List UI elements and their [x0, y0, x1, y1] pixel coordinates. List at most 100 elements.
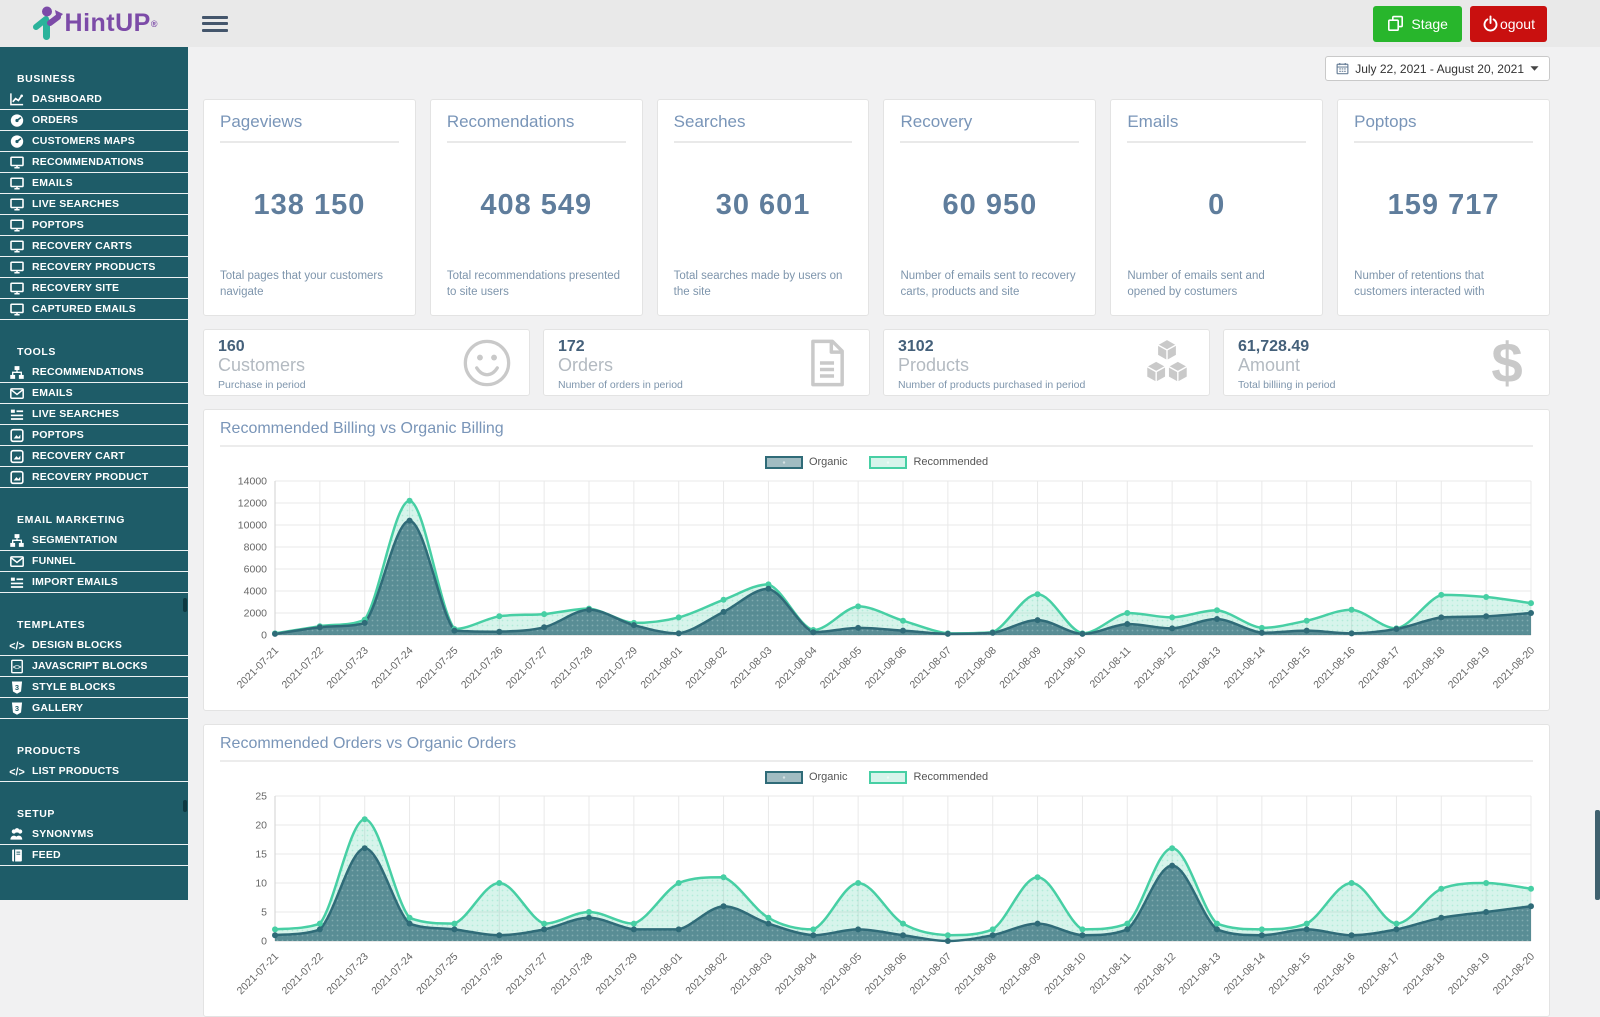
svg-text:2021-08-07: 2021-08-07	[908, 951, 955, 998]
sitemap-icon	[9, 533, 25, 548]
svg-text:2021-08-04: 2021-08-04	[773, 645, 820, 692]
stat-card-emails: Emails 0 Number of emails sent and opene…	[1110, 99, 1324, 316]
sidebar-item-javascript-blocks[interactable]: <> JAVASCRIPT BLOCKS	[0, 656, 188, 677]
sidebar-item-orders[interactable]: ORDERS	[0, 110, 188, 131]
sidebar-item-list-products[interactable]: </> LIST PRODUCTS	[0, 761, 188, 782]
sitemap-icon	[9, 365, 25, 380]
sidebar-item-label: RECOMMENDATIONS	[32, 156, 144, 168]
svg-text:2021-08-04: 2021-08-04	[773, 951, 820, 998]
document-icon	[801, 337, 853, 389]
calendar-icon	[1336, 62, 1349, 75]
sidebar-item-funnel[interactable]: FUNNEL	[0, 551, 188, 572]
svg-text:2021-07-21: 2021-07-21	[235, 645, 282, 692]
logo[interactable]: HintUP ®	[0, 0, 188, 47]
stat-card-recomendations: Recomendations 408 549 Total recommendat…	[429, 99, 643, 316]
legend-item-organic[interactable]: Organic	[764, 455, 847, 469]
sidebar-item-live-searches[interactable]: LIVE SEARCHES	[0, 404, 188, 425]
sidebar-item-segmentation[interactable]: SEGMENTATION	[0, 530, 188, 551]
sidebar-item-design-blocks[interactable]: </> DESIGN BLOCKS	[0, 635, 188, 656]
date-range-picker[interactable]: July 22, 2021 - August 20, 2021	[1325, 56, 1550, 81]
stat-card-title: Emails	[1127, 112, 1179, 131]
sidebar-scrollbar-nub[interactable]	[183, 800, 187, 812]
image-icon	[9, 449, 25, 464]
sidebar-item-recovery-cart[interactable]: RECOVERY CART	[0, 446, 188, 467]
css-icon: 3	[9, 701, 25, 716]
sidebar-item-recovery-site[interactable]: RECOVERY SITE	[0, 278, 188, 299]
date-range-label: July 22, 2021 - August 20, 2021	[1355, 61, 1524, 76]
stat-card-value: 30 601	[715, 188, 811, 221]
sidebar-item-label: EMAILS	[32, 387, 73, 399]
sidebar-item-emails[interactable]: EMAILS	[0, 173, 188, 194]
sidebar-item-label: RECOMMENDATIONS	[32, 366, 144, 378]
summary-description: Number of products purchased in period	[898, 378, 1086, 391]
sidebar-item-label: RECOVERY CARTS	[32, 240, 133, 252]
main-content: July 22, 2021 - August 20, 2021 Pageview…	[188, 47, 1600, 1017]
legend-item-recommended[interactable]: Recommended	[869, 455, 988, 469]
page-scrollbar[interactable]	[1595, 810, 1600, 900]
svg-text:2021-07-29: 2021-07-29	[594, 645, 641, 692]
hamburger-icon[interactable]	[202, 12, 228, 35]
sidebar-section-title-tools: TOOLS	[17, 346, 56, 358]
svg-text:2021-08-20: 2021-08-20	[1491, 951, 1535, 998]
sidebar-section-title-templates: TEMPLATES	[17, 619, 86, 631]
sidebar-item-label: RECOVERY SITE	[32, 282, 120, 294]
svg-text:2021-07-25: 2021-07-25	[414, 645, 461, 692]
sidebar-item-recommendations[interactable]: RECOMMENDATIONS	[0, 152, 188, 173]
sidebar-item-poptops[interactable]: POPTOPS	[0, 215, 188, 236]
sidebar-item-recommendations[interactable]: RECOMMENDATIONS	[0, 362, 188, 383]
stat-card-recovery: Recovery 60 950 Number of emails sent to…	[883, 99, 1097, 316]
chart-legend: Organic Recommended	[220, 768, 1533, 786]
svg-text:2021-08-19: 2021-08-19	[1446, 951, 1493, 998]
power-icon	[1482, 15, 1499, 32]
sidebar-item-style-blocks[interactable]: 3 STYLE BLOCKS	[0, 677, 188, 698]
sidebar-item-label: CUSTOMERS MAPS	[32, 135, 135, 147]
sidebar-item-customers-maps[interactable]: CUSTOMERS MAPS	[0, 131, 188, 152]
stat-card-value: 159 717	[1387, 188, 1500, 221]
sidebar-item-recovery-products[interactable]: RECOVERY PRODUCTS	[0, 257, 188, 278]
sidebar-item-feed[interactable]: FEED	[0, 845, 188, 866]
summary-description: Purchase in period	[218, 378, 306, 391]
stat-card-description: Number of emails sent to recovery carts,…	[900, 269, 1076, 299]
list-icon	[9, 575, 25, 590]
sidebar-item-label: POPTOPS	[32, 219, 84, 231]
svg-text:<>: <>	[13, 664, 21, 671]
stage-button[interactable]: Stage	[1373, 5, 1462, 42]
summary-label: Customers	[218, 355, 306, 375]
legend-item-organic[interactable]: Organic	[764, 770, 847, 784]
sidebar-item-gallery[interactable]: 3 GALLERY	[0, 698, 188, 719]
svg-text:2021-08-08: 2021-08-08	[952, 645, 999, 692]
stat-card-poptops: Poptops 159 717 Number of retentions tha…	[1337, 99, 1550, 316]
svg-text:5: 5	[261, 907, 267, 919]
stat-card-value: 138 150	[253, 188, 366, 221]
summary-label: Orders	[558, 355, 614, 375]
divider	[673, 141, 853, 143]
sidebar-item-poptops[interactable]: POPTOPS	[0, 425, 188, 446]
sidebar-item-recovery-carts[interactable]: RECOVERY CARTS	[0, 236, 188, 257]
sidebar-item-captured-emails[interactable]: CAPTURED EMAILS	[0, 299, 188, 320]
svg-text:</>: </>	[9, 766, 25, 778]
summary-label: Products	[898, 355, 970, 375]
sidebar-item-label: IMPORT EMAILS	[32, 576, 119, 588]
sidebar-item-import-emails[interactable]: IMPORT EMAILS	[0, 572, 188, 593]
sidebar-item-synonyms[interactable]: SYNONYMS	[0, 824, 188, 845]
sidebar-item-dashboard[interactable]: DASHBOARD	[0, 89, 188, 110]
chart-line-icon	[9, 92, 25, 107]
sidebar-item-label: EMAILS	[32, 177, 73, 189]
sidebar-scrollbar-nub[interactable]	[183, 598, 187, 612]
sidebar-item-label: DESIGN BLOCKS	[32, 639, 123, 651]
logout-button[interactable]: ogout	[1469, 5, 1547, 42]
sidebar-section-title-products: PRODUCTS	[17, 745, 81, 757]
sidebar-item-recovery-product[interactable]: RECOVERY PRODUCT	[0, 467, 188, 488]
sidebar-item-emails[interactable]: EMAILS	[0, 383, 188, 404]
summary-label: Amount	[1238, 355, 1301, 375]
legend-item-recommended[interactable]: Recommended	[869, 770, 988, 784]
svg-text:2000: 2000	[244, 608, 268, 620]
svg-text:2021-08-18: 2021-08-18	[1401, 645, 1448, 692]
image-icon	[9, 428, 25, 443]
svg-text:2021-08-14: 2021-08-14	[1222, 645, 1269, 692]
sidebar-item-live-searches[interactable]: LIVE SEARCHES	[0, 194, 188, 215]
svg-text:2021-07-22: 2021-07-22	[280, 951, 327, 998]
legend-swatch	[869, 455, 908, 469]
file-code-icon: <>	[9, 659, 25, 674]
svg-text:2021-08-06: 2021-08-06	[863, 645, 910, 692]
